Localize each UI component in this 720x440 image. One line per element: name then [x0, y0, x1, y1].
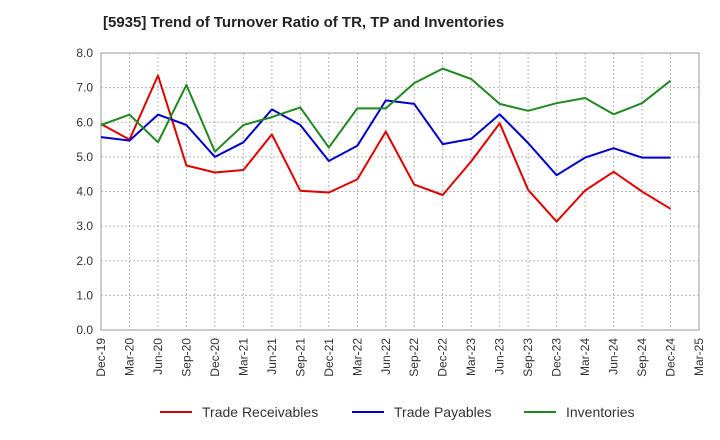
series-line-trade-receivables — [100, 74, 672, 223]
x-tick-label: Sep-21 — [293, 338, 307, 377]
legend-item-inventories: Inventories — [524, 404, 634, 420]
x-tick-label: Jun-24 — [607, 338, 621, 375]
x-tick-label: Jun-23 — [493, 338, 507, 375]
x-tick-label: Jun-21 — [265, 338, 279, 375]
legend-swatch-trade-payables — [352, 411, 384, 413]
legend-label-trade-payables: Trade Payables — [394, 404, 492, 420]
x-tick-label: Mar-24 — [578, 338, 592, 376]
legend: Trade Receivables Trade Payables Invento… — [0, 404, 720, 426]
x-tick-label: Mar-23 — [464, 338, 478, 376]
x-tick-label: Sep-20 — [179, 338, 193, 377]
legend-label-inventories: Inventories — [566, 404, 635, 420]
y-tick-label: 7.0 — [76, 81, 93, 95]
y-tick-label: 5.0 — [76, 150, 93, 164]
series-line-trade-payables — [100, 99, 671, 177]
legend-item-trade-receivables: Trade Receivables — [160, 404, 318, 420]
x-tick-label: Sep-23 — [521, 338, 535, 377]
x-tick-label: Mar-25 — [692, 338, 706, 376]
legend-swatch-inventories — [524, 411, 556, 413]
chart-title: [5935] Trend of Turnover Ratio of TR, TP… — [103, 14, 505, 31]
y-tick-label: 2.0 — [76, 254, 93, 268]
y-tick-label: 1.0 — [76, 288, 93, 302]
x-tick-label: Dec-24 — [664, 338, 678, 377]
series-lines — [100, 67, 672, 223]
x-tick-label: Dec-20 — [208, 338, 222, 377]
y-axis-tick-labels: 0.0 1.0 2.0 3.0 4.0 5.0 6.0 7.0 8.0 — [76, 46, 93, 337]
y-tick-label: 6.0 — [76, 115, 93, 129]
x-tick-label: Jun-20 — [151, 338, 165, 375]
x-tick-label: Mar-22 — [350, 338, 364, 376]
x-tick-label: Dec-19 — [94, 338, 108, 377]
y-tick-label: 8.0 — [76, 46, 93, 60]
y-tick-label: 0.0 — [76, 323, 93, 337]
x-tick-label: Dec-22 — [436, 338, 450, 377]
legend-item-trade-payables: Trade Payables — [352, 404, 492, 420]
x-tick-label: Jun-22 — [379, 338, 393, 375]
x-tick-label: Dec-23 — [550, 338, 564, 377]
x-tick-label: Sep-22 — [407, 338, 421, 377]
y-tick-label: 3.0 — [76, 219, 93, 233]
series-line-inventories — [100, 67, 672, 153]
legend-label-trade-receivables: Trade Receivables — [202, 404, 319, 420]
legend-swatch-trade-receivables — [160, 411, 192, 413]
x-axis-tick-labels: Dec-19 Mar-20 Jun-20 Sep-20 Dec-20 Mar-21 Jun-… — [94, 338, 706, 377]
x-tick-label: Dec-21 — [322, 338, 336, 377]
x-tick-label: Sep-24 — [635, 338, 649, 377]
y-tick-label: 4.0 — [76, 185, 93, 199]
x-tick-label: Mar-20 — [122, 338, 136, 376]
x-tick-label: Mar-21 — [236, 338, 250, 376]
